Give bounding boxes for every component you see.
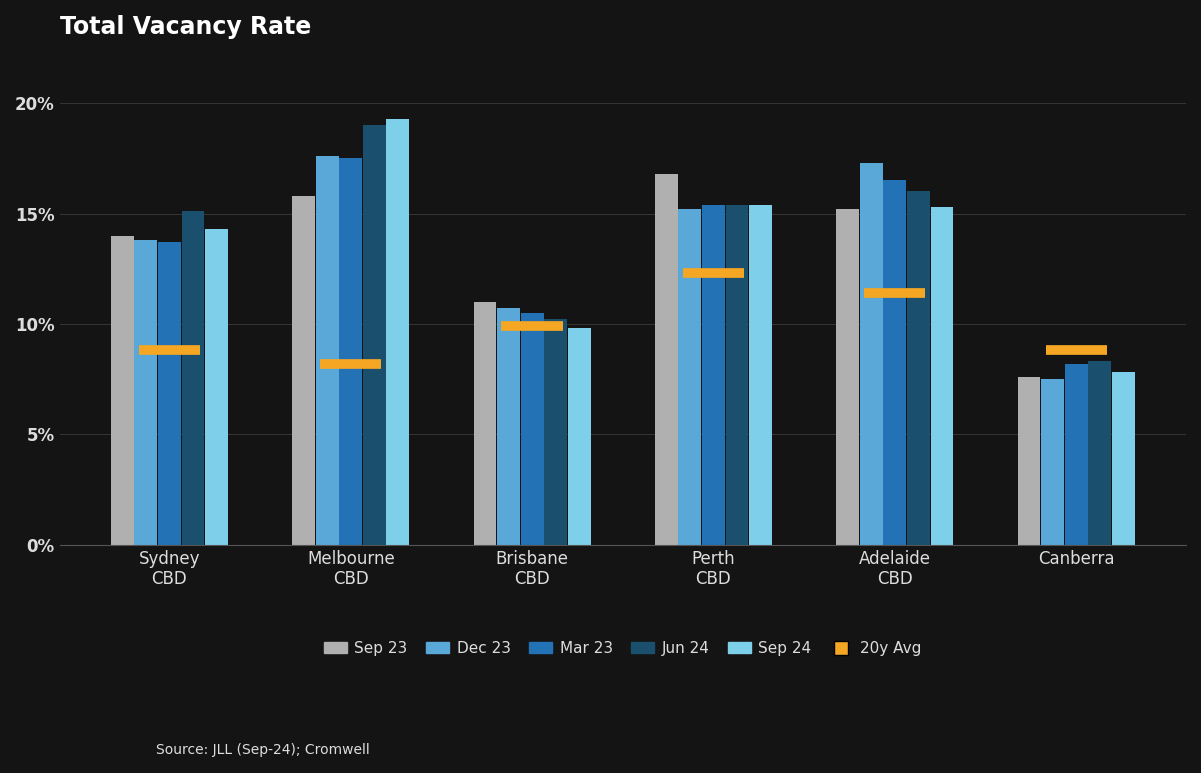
Bar: [655, 174, 677, 545]
Bar: [363, 125, 386, 545]
Bar: [860, 163, 883, 545]
Bar: [159, 242, 181, 545]
Bar: [205, 229, 228, 545]
Bar: [544, 319, 567, 545]
Bar: [1088, 362, 1111, 545]
Bar: [316, 156, 339, 545]
Bar: [907, 192, 930, 545]
Bar: [1041, 379, 1064, 545]
Bar: [340, 158, 363, 545]
Text: Source: JLL (Sep-24); Cromwell: Source: JLL (Sep-24); Cromwell: [156, 743, 370, 757]
Bar: [497, 308, 520, 545]
Bar: [473, 301, 496, 545]
Bar: [135, 240, 157, 545]
Bar: [387, 118, 410, 545]
Text: Total Vacancy Rate: Total Vacancy Rate: [60, 15, 311, 39]
Bar: [836, 209, 859, 545]
Bar: [679, 209, 701, 545]
Bar: [1112, 373, 1135, 545]
Bar: [1017, 377, 1040, 545]
Bar: [1065, 363, 1088, 545]
Bar: [931, 207, 954, 545]
Bar: [292, 196, 315, 545]
Bar: [110, 236, 133, 545]
Legend: Sep 23, Dec 23, Mar 23, Jun 24, Sep 24, 20y Avg: Sep 23, Dec 23, Mar 23, Jun 24, Sep 24, …: [318, 635, 928, 662]
Bar: [521, 313, 544, 545]
Bar: [725, 205, 748, 545]
Bar: [749, 205, 772, 545]
Bar: [884, 180, 907, 545]
Bar: [181, 211, 204, 545]
Bar: [703, 205, 725, 545]
Bar: [568, 329, 591, 545]
